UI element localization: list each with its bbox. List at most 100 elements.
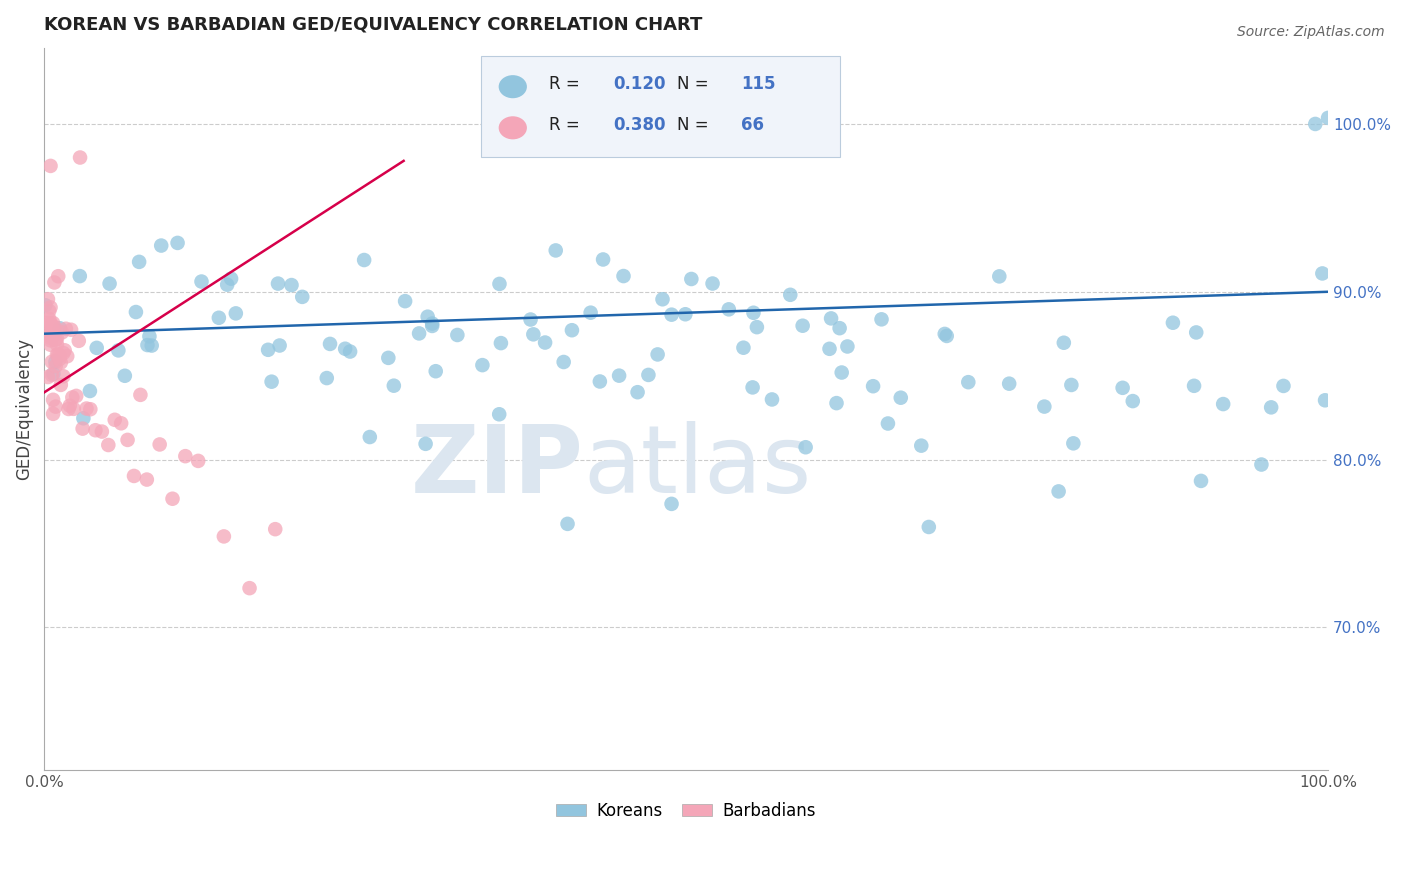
Point [38,304,60,318]
Point [67,334,90,348]
Point [48,348,70,362]
Point [681,272,703,286]
Point [79,402,101,417]
Point [661,308,683,322]
Point [382,378,405,392]
Point [187,454,209,468]
Point [129,388,152,402]
Point [138,329,160,343]
Point [557,516,579,531]
Point [46,269,69,284]
Point [890,391,912,405]
Point [988,269,1011,284]
Point [104,413,127,427]
Point [471,358,494,372]
Point [1060,378,1083,392]
Point [46,332,69,346]
Text: 0.380: 0.380 [613,116,665,134]
Point [918,520,941,534]
Point [38,328,60,343]
Point [1185,326,1208,340]
Point [673,307,696,321]
Point [1260,401,1282,415]
Point [1062,436,1084,450]
Point [779,288,801,302]
Point [935,329,957,343]
Point [208,310,231,325]
Point [44,320,66,334]
Point [1272,379,1295,393]
Point [38,326,60,341]
Point [238,581,260,595]
Point [291,290,314,304]
Point [34,298,56,312]
Point [408,326,430,341]
Point [72,411,94,425]
Point [38,312,60,326]
Point [544,244,567,258]
Point [49,355,72,369]
Point [136,338,159,352]
Point [820,311,842,326]
Point [733,341,755,355]
Point [607,368,630,383]
Point [42,316,65,330]
Point [1033,400,1056,414]
Point [49,321,72,335]
Point [1189,474,1212,488]
Point [41,368,63,382]
Point [818,342,841,356]
Text: R =: R = [548,116,585,134]
Point [315,371,337,385]
Point [141,338,163,352]
Point [59,399,82,413]
Point [280,278,302,293]
Text: atlas: atlas [583,421,811,513]
Point [353,253,375,268]
Point [702,277,724,291]
Point [651,293,673,307]
Point [45,400,67,414]
Point [190,275,212,289]
Point [149,437,172,451]
Point [79,384,101,398]
Point [267,277,290,291]
Point [717,302,740,317]
Point [39,337,62,351]
Point [42,392,65,407]
Point [217,277,239,292]
Point [794,440,817,454]
Point [488,407,510,421]
Point [870,312,893,326]
Point [637,368,659,382]
Point [877,417,900,431]
Point [150,238,173,252]
Point [37,292,59,306]
Point [589,375,612,389]
Point [49,377,72,392]
Point [359,430,381,444]
Point [319,337,342,351]
Text: N =: N = [678,116,714,134]
Text: Source: ZipAtlas.com: Source: ZipAtlas.com [1237,25,1385,39]
Point [65,389,87,403]
Point [647,347,669,361]
Point [114,368,136,383]
Point [97,438,120,452]
Point [534,335,557,350]
Point [1182,379,1205,393]
Point [107,343,129,358]
Point [831,366,853,380]
Point [420,318,443,333]
Point [39,331,62,345]
Point [122,469,145,483]
Point [626,385,648,400]
Point [42,407,65,421]
Point [225,306,247,320]
Text: N =: N = [678,75,714,93]
Point [742,306,765,320]
Point [60,391,83,405]
Point [60,323,83,337]
Legend: Koreans, Barbadians: Koreans, Barbadians [550,796,823,827]
Point [212,529,235,543]
